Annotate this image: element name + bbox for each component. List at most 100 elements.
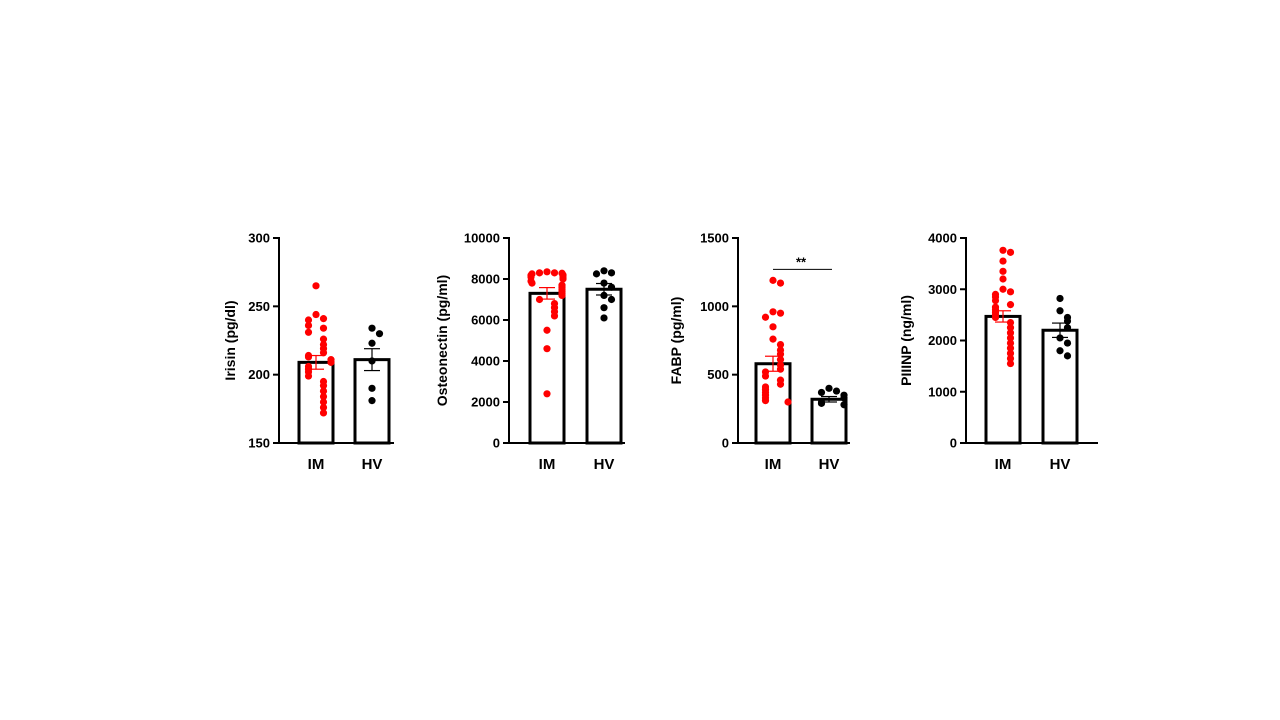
data-point-HV <box>1056 307 1064 315</box>
data-point-HV <box>600 314 608 322</box>
x-category-label-IM: IM <box>995 456 1012 473</box>
data-point-IM <box>312 310 320 319</box>
y-tick-label: 2000 <box>928 333 957 348</box>
y-tick-label: 1000 <box>928 384 957 399</box>
data-point-IM <box>319 403 328 412</box>
data-point-HV <box>1063 352 1072 360</box>
data-point-IM <box>559 275 567 283</box>
data-point-IM <box>776 279 785 287</box>
data-point-HV <box>1063 339 1072 347</box>
bar-IM <box>528 291 566 445</box>
data-point-IM <box>1006 301 1015 309</box>
chart-panel-3: 0 500 1000 1500 IM HV FABP (pg/ml) ** <box>668 231 850 473</box>
data-point-HV <box>840 401 848 409</box>
data-point-IM <box>991 313 1000 322</box>
data-point-IM <box>1006 354 1015 363</box>
x-category-label-IM: IM <box>539 456 556 473</box>
data-point-IM <box>304 353 313 361</box>
y-axis-title: Irisin (pg/dl) <box>222 300 238 380</box>
data-point-IM <box>991 296 1000 305</box>
data-point-IM <box>999 257 1007 265</box>
y-tick-label: 250 <box>248 299 270 314</box>
data-point-IM <box>304 321 313 330</box>
y-axis-title: Osteonectin (pg/ml) <box>434 275 450 406</box>
data-point-IM <box>999 285 1007 293</box>
y-tick-label: 150 <box>248 436 270 451</box>
data-point-IM <box>1006 324 1015 332</box>
data-point-IM <box>543 268 551 276</box>
data-point-HV <box>817 388 826 397</box>
data-point-IM <box>319 382 328 390</box>
bar-HV <box>585 287 623 445</box>
significance-label: ** <box>796 254 807 269</box>
data-point-HV <box>600 267 608 275</box>
bar-IM <box>754 362 792 445</box>
data-point-IM <box>769 308 777 316</box>
data-point-IM <box>543 390 551 398</box>
data-point-HV <box>832 387 841 395</box>
data-point-IM <box>761 313 770 321</box>
y-tick-label: 0 <box>722 436 729 451</box>
y-axis-title: FABP (pg/ml) <box>668 297 684 385</box>
x-category-label-HV: HV <box>594 456 615 473</box>
data-point-IM <box>304 316 313 324</box>
data-point-IM <box>776 309 785 317</box>
y-axis-title: PIIINP (ng/ml) <box>898 295 914 386</box>
y-tick-label: 0 <box>493 436 500 451</box>
data-point-IM <box>1006 288 1015 296</box>
data-point-IM <box>327 358 335 366</box>
data-point-IM <box>535 269 544 277</box>
data-point-IM <box>312 282 320 290</box>
data-point-HV <box>840 394 848 402</box>
data-point-HV <box>368 397 376 405</box>
data-point-IM <box>999 246 1007 254</box>
data-point-IM <box>319 324 328 332</box>
data-point-IM <box>1006 359 1015 368</box>
data-point-IM <box>304 328 313 336</box>
data-point-HV <box>607 283 616 291</box>
data-point-IM <box>1006 329 1015 337</box>
bar-IM <box>984 314 1022 445</box>
data-point-HV <box>825 384 833 392</box>
data-point-IM <box>1006 339 1015 347</box>
data-point-IM <box>558 291 566 299</box>
data-point-IM <box>319 409 328 417</box>
data-point-IM <box>319 349 328 357</box>
data-point-IM <box>319 315 328 323</box>
x-category-label-HV: HV <box>362 456 383 473</box>
y-tick-label: 6000 <box>471 313 500 328</box>
data-point-IM <box>543 326 551 334</box>
y-tick-label: 500 <box>707 367 729 382</box>
data-point-IM <box>999 267 1007 275</box>
data-point-HV <box>368 324 376 332</box>
data-point-IM <box>528 279 536 287</box>
bar-HV <box>810 397 848 445</box>
y-tick-label: 0 <box>950 436 957 451</box>
data-point-HV <box>1056 347 1064 355</box>
data-point-HV <box>1063 324 1072 332</box>
y-tick-label: 1500 <box>700 231 729 246</box>
x-category-label-IM: IM <box>308 456 325 473</box>
data-point-IM <box>999 275 1007 283</box>
data-point-IM <box>319 398 328 406</box>
data-point-IM <box>550 269 559 277</box>
data-point-HV <box>368 339 376 347</box>
chart-panel-2: 0 2000 4000 6000 8000 10000 IM HV Osteonectin (p… <box>434 231 625 473</box>
data-point-HV <box>600 304 608 312</box>
data-point-IM <box>543 345 551 353</box>
data-point-IM <box>1006 349 1015 357</box>
data-point-HV <box>607 269 616 277</box>
y-tick-label: 8000 <box>471 272 500 287</box>
data-point-IM <box>761 372 770 380</box>
data-point-HV <box>375 330 384 338</box>
data-point-HV <box>817 399 826 407</box>
data-point-IM <box>319 335 328 343</box>
bar-IM <box>297 360 335 445</box>
data-point-IM <box>761 397 770 405</box>
chart-panel-4: 0 1000 2000 3000 4000 IM HV PIIINP (ng/ml) <box>898 231 1098 473</box>
data-point-IM <box>784 398 792 406</box>
data-point-IM <box>319 392 328 401</box>
data-point-IM <box>550 312 559 320</box>
data-point-HV <box>368 384 376 392</box>
data-point-IM <box>319 387 328 395</box>
